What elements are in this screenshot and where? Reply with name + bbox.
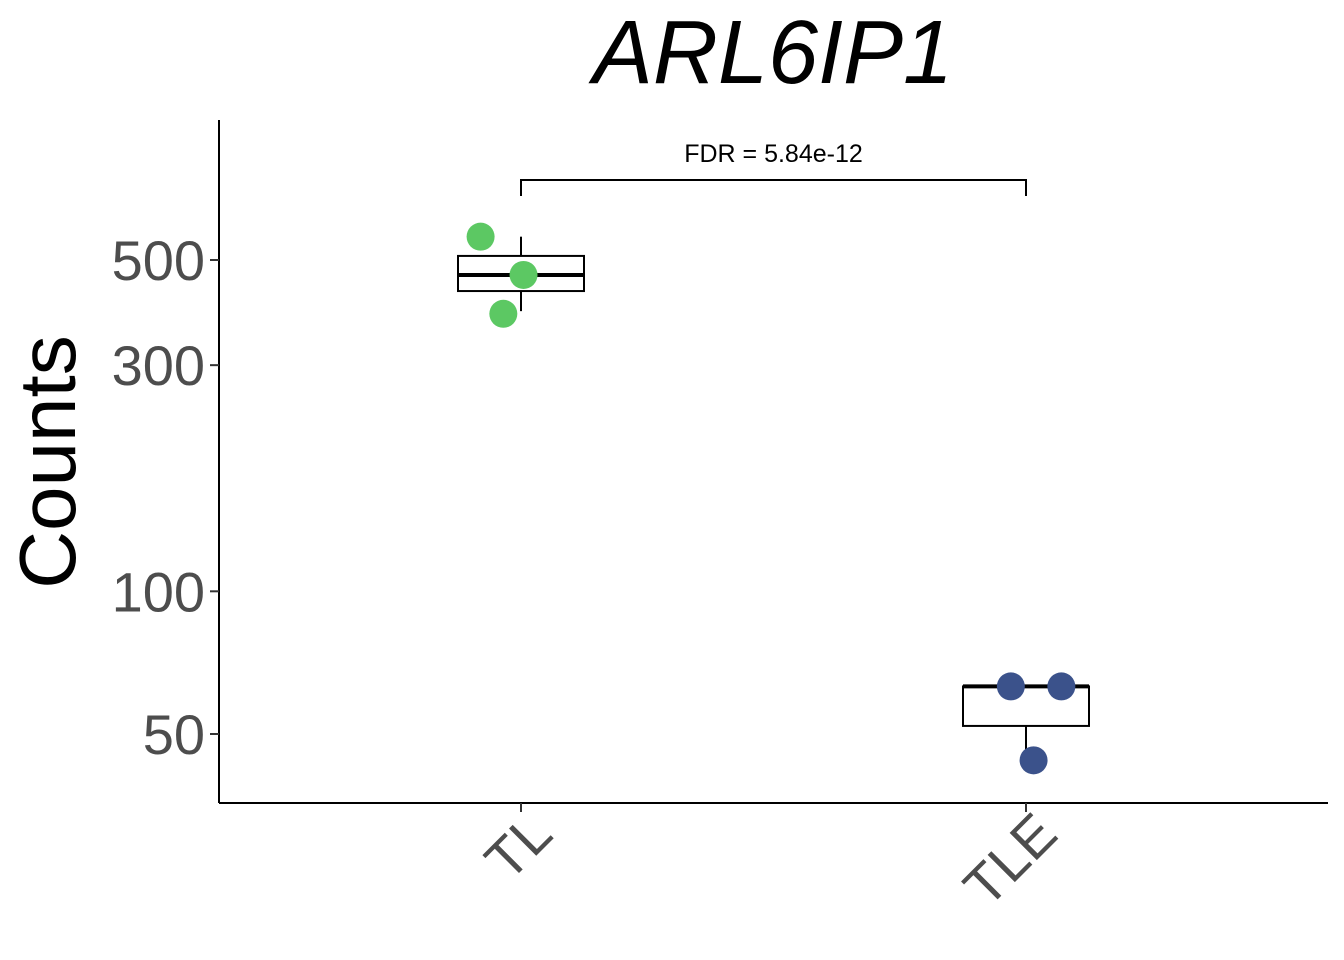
data-point-tle [1019, 746, 1048, 775]
y-axis-label: Counts [3, 335, 92, 588]
y-tick-label: 50 [143, 703, 205, 766]
plot-area: 50 100 300 500 TL TLE FDR = 5.84e-12 [112, 120, 1328, 918]
data-point-tl [509, 260, 538, 289]
x-tick-label: TLE [951, 801, 1068, 918]
y-tick-label: 300 [112, 334, 205, 397]
x-tick-label: TL [473, 801, 564, 892]
y-tick-label: 500 [112, 229, 205, 292]
y-tick-label: 100 [112, 560, 205, 623]
significance-annotation: FDR = 5.84e-12 [684, 140, 863, 168]
data-point-tl [489, 299, 518, 328]
data-point-tl [466, 222, 495, 251]
significance-bracket [520, 179, 1027, 196]
chart-title: ARL6IP1 [588, 3, 953, 103]
data-point-tle [996, 672, 1025, 701]
data-point-tle [1047, 672, 1076, 701]
